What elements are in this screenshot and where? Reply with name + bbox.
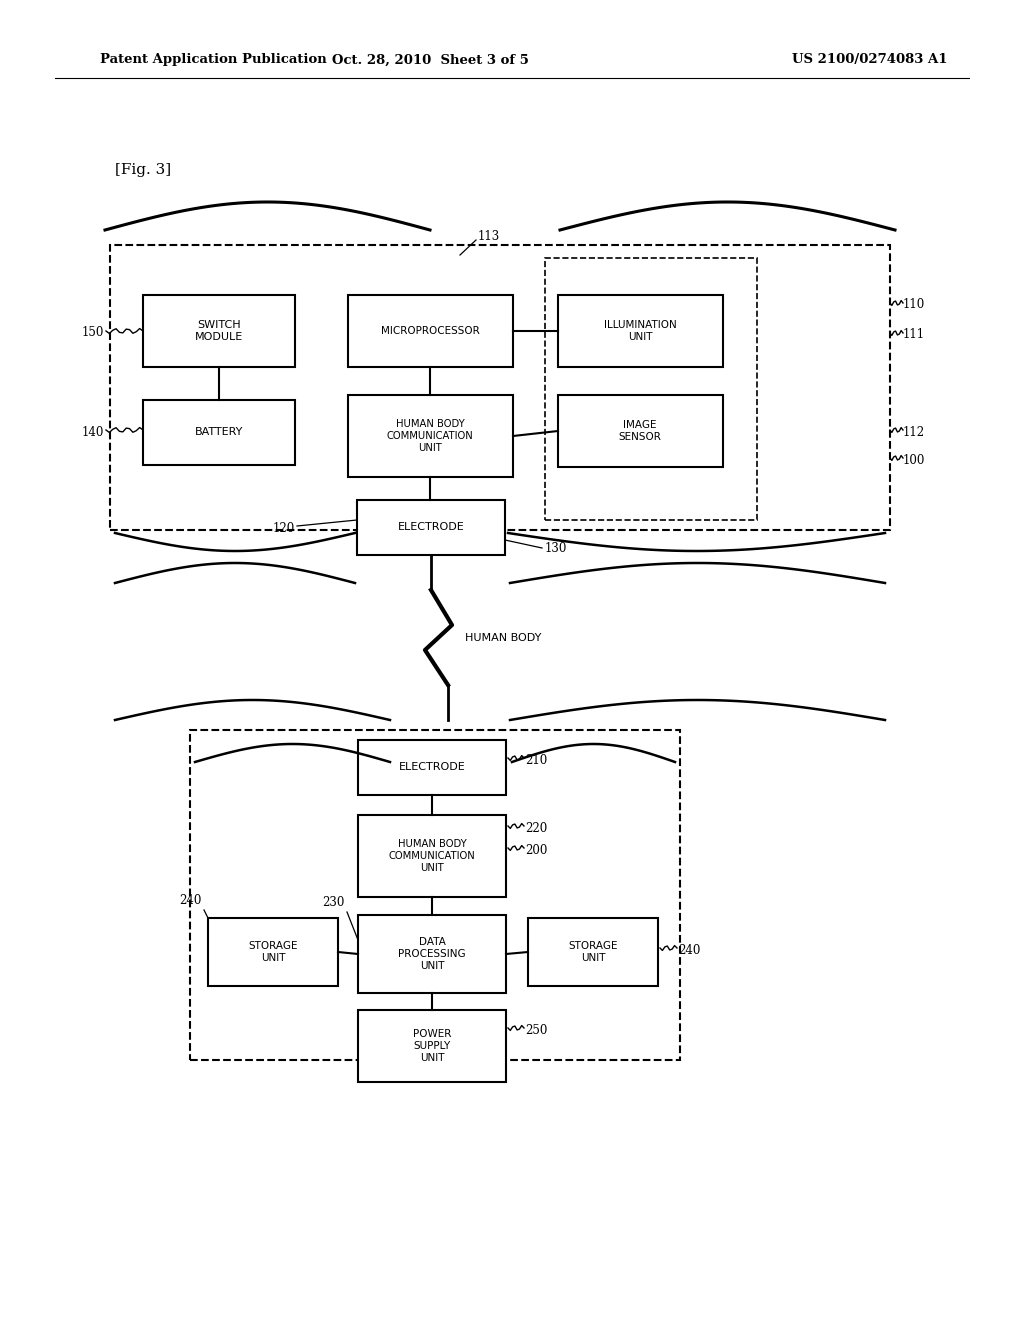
Text: 150: 150	[82, 326, 104, 339]
Text: HUMAN BODY
COMMUNICATION
UNIT: HUMAN BODY COMMUNICATION UNIT	[387, 420, 473, 453]
Bar	[528, 917, 658, 986]
Text: BATTERY: BATTERY	[195, 426, 243, 437]
Text: STORAGE
UNIT: STORAGE UNIT	[248, 941, 298, 962]
Text: ILLUMINATION
UNIT: ILLUMINATION UNIT	[603, 321, 677, 342]
Text: 210: 210	[525, 754, 547, 767]
Text: 240: 240	[678, 944, 700, 957]
Text: 110: 110	[903, 298, 926, 312]
Bar	[358, 814, 506, 898]
Text: STORAGE
UNIT: STORAGE UNIT	[568, 941, 617, 962]
Text: 120: 120	[272, 521, 295, 535]
Bar	[545, 257, 757, 520]
Bar	[558, 395, 723, 467]
Bar	[358, 1010, 506, 1082]
Text: MICROPROCESSOR: MICROPROCESSOR	[381, 326, 479, 337]
Text: 111: 111	[903, 329, 925, 342]
Text: IMAGE
SENSOR: IMAGE SENSOR	[618, 420, 662, 442]
Text: 230: 230	[323, 896, 345, 909]
Text: Patent Application Publication: Patent Application Publication	[100, 54, 327, 66]
Text: DATA
PROCESSING
UNIT: DATA PROCESSING UNIT	[398, 937, 466, 970]
Text: 140: 140	[82, 425, 104, 438]
Bar	[143, 294, 295, 367]
Text: ELECTRODE: ELECTRODE	[397, 521, 464, 532]
Text: HUMAN BODY
COMMUNICATION
UNIT: HUMAN BODY COMMUNICATION UNIT	[389, 840, 475, 873]
Bar	[357, 500, 505, 554]
Bar	[348, 395, 513, 477]
Text: US 2100/0274083 A1: US 2100/0274083 A1	[793, 54, 948, 66]
Text: ELECTRODE: ELECTRODE	[398, 762, 465, 772]
Text: 113: 113	[478, 231, 501, 243]
Text: 112: 112	[903, 425, 925, 438]
Text: Oct. 28, 2010  Sheet 3 of 5: Oct. 28, 2010 Sheet 3 of 5	[332, 54, 528, 66]
Bar	[348, 294, 513, 367]
Text: 240: 240	[179, 894, 202, 907]
Text: POWER
SUPPLY
UNIT: POWER SUPPLY UNIT	[413, 1030, 452, 1063]
Text: 100: 100	[903, 454, 926, 466]
Bar	[358, 741, 506, 795]
Text: SWITCH
MODULE: SWITCH MODULE	[195, 321, 243, 342]
Text: 250: 250	[525, 1023, 548, 1036]
Bar	[358, 915, 506, 993]
Text: HUMAN BODY: HUMAN BODY	[465, 634, 542, 643]
Text: 220: 220	[525, 821, 547, 834]
Bar	[208, 917, 338, 986]
Bar	[558, 294, 723, 367]
Text: 200: 200	[525, 843, 548, 857]
Bar	[110, 246, 890, 531]
Text: [Fig. 3]: [Fig. 3]	[115, 162, 171, 177]
Text: 130: 130	[545, 541, 567, 554]
Bar	[190, 730, 680, 1060]
Bar	[143, 400, 295, 465]
